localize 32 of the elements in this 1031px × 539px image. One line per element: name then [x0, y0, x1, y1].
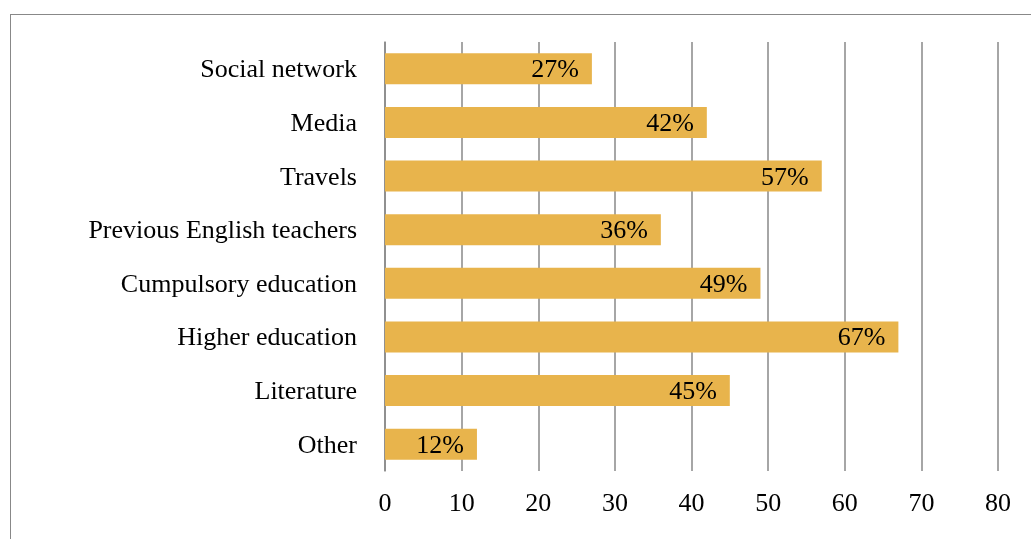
y-tick-label: Social network: [200, 54, 357, 84]
x-tick-label: 80: [985, 487, 1011, 517]
bar: [385, 375, 730, 407]
bar: [385, 106, 707, 138]
data-label: 45%: [669, 376, 717, 406]
bar: [385, 160, 822, 192]
bar: [385, 267, 761, 299]
x-tick-label: 40: [678, 487, 705, 517]
y-tick-label: Cumpulsory education: [120, 268, 357, 298]
data-label: 12%: [416, 429, 464, 459]
x-tick-label: 70: [908, 487, 935, 517]
y-tick-label: Other: [297, 429, 358, 459]
data-label: 36%: [600, 215, 648, 245]
data-label: 57%: [761, 161, 809, 191]
data-label: 49%: [699, 268, 748, 298]
x-tick-label: 20: [525, 487, 552, 517]
x-tick-label: 60: [831, 487, 858, 517]
x-tick-label: 10: [448, 487, 475, 517]
y-tick-label: Media: [290, 107, 358, 137]
y-tick-label: Travels: [279, 161, 357, 191]
x-tick-label: 50: [755, 487, 782, 517]
y-tick-label: Literature: [254, 376, 357, 406]
y-tick-label: Previous English teachers: [88, 215, 357, 245]
bar: [385, 214, 661, 246]
bar: [385, 321, 899, 353]
x-tick-label: 30: [601, 487, 628, 517]
data-label: 42%: [646, 107, 694, 137]
bar: [385, 53, 592, 85]
data-label: 67%: [837, 322, 886, 352]
y-tick-label: Higher education: [177, 322, 357, 352]
data-label: 27%: [531, 54, 579, 84]
x-tick-label: 0: [378, 487, 392, 517]
